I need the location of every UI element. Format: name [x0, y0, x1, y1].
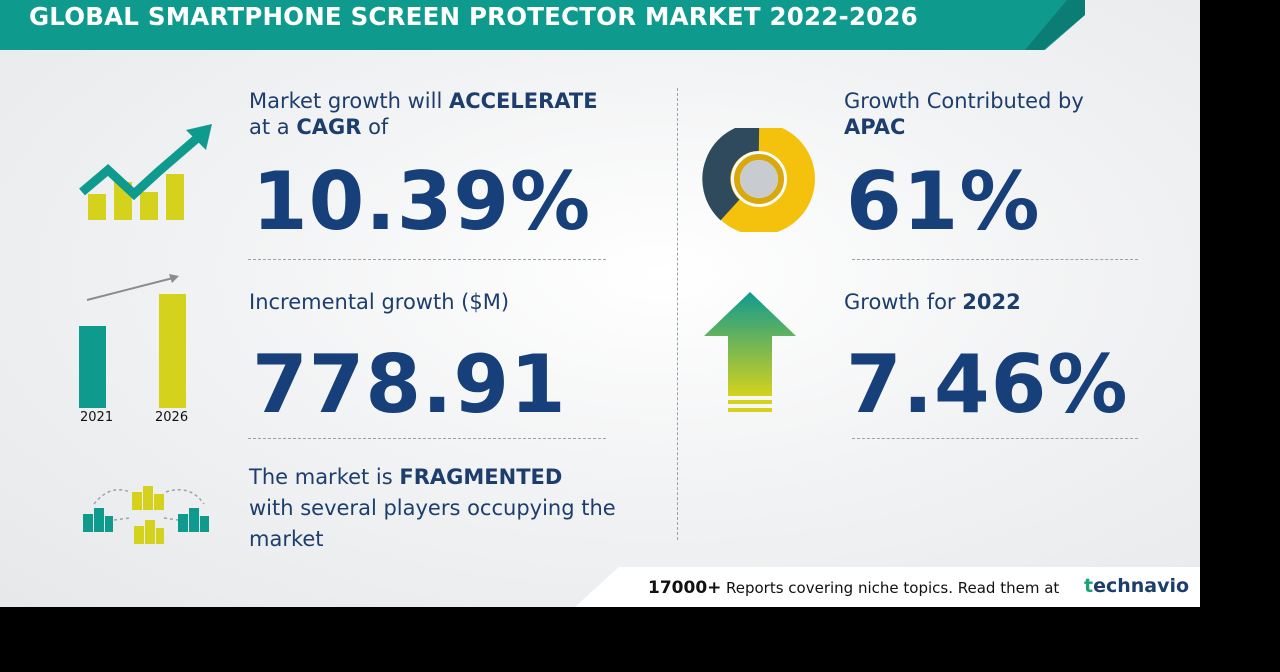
up-arrow-icon — [704, 292, 796, 412]
cagr-line2: at a CAGR of — [249, 115, 389, 139]
column-divider — [677, 88, 678, 540]
page-title: GLOBAL SMARTPHONE SCREEN PROTECTOR MARKE… — [29, 2, 918, 31]
market-line2: with several players occupying the — [249, 496, 616, 520]
technavio-logo[interactable]: technavio — [1084, 575, 1190, 597]
region-line2: APAC — [844, 115, 906, 139]
cagr-value: 10.39% — [252, 155, 592, 248]
growth-chart-icon — [79, 124, 212, 220]
yoy-label: Growth for 2022 — [844, 290, 1021, 314]
divider — [248, 259, 606, 260]
cagr-line1: Market growth will ACCELERATE — [249, 89, 598, 113]
fragmented-market-icon — [83, 486, 209, 544]
footer-text: Reports covering niche topics. Read them… — [726, 579, 1060, 597]
yoy-value: 7.46% — [846, 338, 1129, 431]
year-end-label: 2026 — [155, 410, 189, 425]
region-line1: Growth Contributed by — [844, 89, 1084, 113]
region-value: 61% — [846, 155, 1041, 248]
incremental-bars-icon — [79, 274, 186, 408]
market-line1: The market is FRAGMENTED — [249, 465, 563, 489]
report-count: 17000+ — [648, 578, 722, 598]
market-line3: market — [249, 527, 324, 551]
donut-chart-icon — [702, 128, 815, 232]
divider — [852, 438, 1138, 439]
footer: 17000+ Reports covering niche topics. Re… — [0, 567, 1200, 607]
infographic-panel: GLOBAL SMARTPHONE SCREEN PROTECTOR MARKE… — [0, 0, 1200, 607]
year-start-label: 2021 — [80, 410, 114, 425]
divider — [852, 259, 1138, 260]
incremental-label: Incremental growth ($M) — [249, 290, 510, 314]
incremental-value: 778.91 — [252, 338, 567, 431]
divider — [248, 438, 606, 439]
